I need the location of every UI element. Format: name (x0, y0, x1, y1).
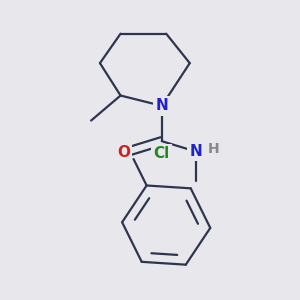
Text: N: N (155, 98, 168, 113)
Text: N: N (189, 144, 202, 159)
Text: Cl: Cl (153, 146, 170, 161)
Text: O: O (117, 146, 130, 160)
Text: H: H (208, 142, 220, 156)
